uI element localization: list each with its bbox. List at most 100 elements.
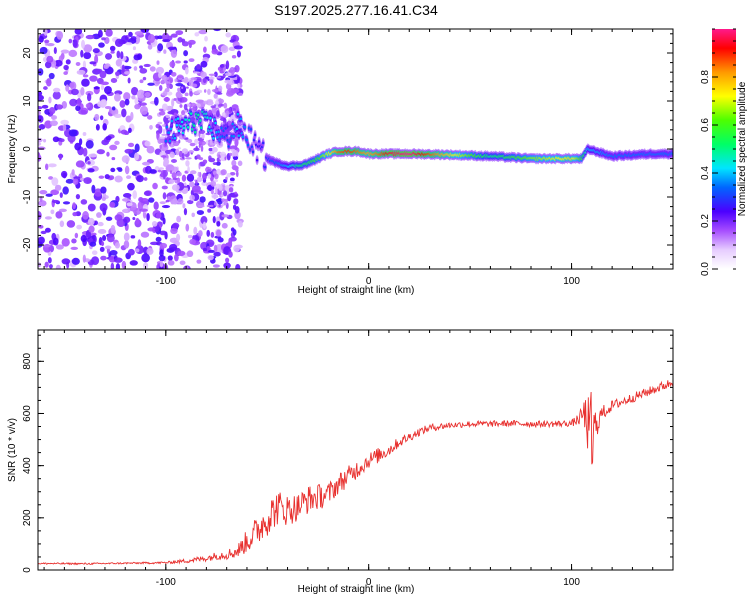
ridge-core <box>209 116 212 120</box>
noise-blob <box>121 198 130 202</box>
noise-blob <box>207 88 211 96</box>
ridge-core <box>236 112 240 116</box>
noise-blob <box>188 42 192 49</box>
noise-blob <box>59 220 65 228</box>
noise-blob <box>75 160 85 168</box>
noise-blob <box>165 114 170 118</box>
noise-blob <box>202 172 207 181</box>
noise-blob <box>206 204 212 208</box>
noise-blob <box>228 187 234 193</box>
noise-blob <box>153 201 159 210</box>
noise-blob <box>149 66 156 72</box>
noise-blob <box>169 61 176 68</box>
noise-blob <box>209 204 214 208</box>
ridge-core <box>197 113 200 117</box>
noise-blob <box>222 190 228 197</box>
noise-blob <box>125 42 133 46</box>
noise-blob <box>162 128 166 134</box>
noise-blob <box>102 235 107 242</box>
noise-blob <box>115 263 121 269</box>
noise-blob <box>213 244 218 253</box>
noise-blob <box>216 157 220 162</box>
noise-blob <box>58 153 63 161</box>
ridge-core <box>182 126 186 130</box>
noise-blob <box>159 136 166 140</box>
noise-blob <box>110 262 115 269</box>
noise-blob <box>216 76 221 79</box>
noise-blob <box>223 262 231 269</box>
noise-blob <box>149 169 157 174</box>
noise-blob <box>75 61 81 66</box>
noise-blob <box>198 162 201 170</box>
noise-blob <box>179 84 187 94</box>
noise-blob <box>65 178 74 184</box>
noise-blob <box>149 124 153 130</box>
noise-blob <box>80 234 87 243</box>
noise-blob <box>58 208 67 213</box>
noise-blob <box>157 35 164 40</box>
noise-blob <box>235 264 241 269</box>
noise-blob <box>101 37 106 41</box>
noise-blob <box>158 167 164 170</box>
noise-blob <box>121 155 130 163</box>
noise-blob <box>133 54 141 61</box>
noise-blob <box>139 65 143 69</box>
noise-blob <box>137 239 142 249</box>
noise-blob <box>159 230 167 236</box>
noise-blob <box>102 123 107 131</box>
noise-blob <box>114 140 120 146</box>
noise-blob <box>210 231 215 238</box>
noise-blob <box>115 71 120 76</box>
noise-blob <box>203 89 207 93</box>
noise-blob <box>38 124 46 130</box>
noise-blob <box>114 38 124 48</box>
noise-blob <box>207 173 212 179</box>
noise-blob <box>114 214 123 221</box>
noise-blob <box>170 33 178 38</box>
noise-blob <box>225 60 230 70</box>
noise-blob <box>212 146 218 153</box>
noise-blob <box>123 92 131 101</box>
noise-blob <box>162 192 167 200</box>
noise-blob <box>68 38 73 44</box>
ridge-core <box>251 150 255 154</box>
noise-blob <box>53 47 57 54</box>
noise-blob <box>159 249 164 257</box>
noise-blob <box>104 53 113 60</box>
noise-blob <box>136 89 146 99</box>
snr-panel: -100 0 100 0 200 400 600 800 Height of straight… <box>7 329 674 595</box>
noise-blob <box>100 241 105 247</box>
noise-blob <box>233 244 240 253</box>
noise-blob <box>187 234 193 239</box>
noise-blob <box>74 29 83 35</box>
noise-blob <box>115 59 123 67</box>
noise-blob <box>213 173 219 180</box>
colorbar: 0.0 0.2 0.4 0.6 0.8 Normalized spectral ampl… <box>700 28 748 276</box>
noise-blob <box>61 238 70 247</box>
colorbar-tick-label: 0.2 <box>700 214 711 228</box>
snr-frame <box>37 329 674 571</box>
noise-blob <box>170 49 178 58</box>
noise-blob <box>76 224 83 230</box>
spectrogram-ytick-label: 10 <box>22 95 33 107</box>
noise-blob <box>123 65 132 70</box>
noise-blob <box>196 176 203 183</box>
snr-marks <box>38 380 673 566</box>
noise-blob <box>47 163 57 168</box>
noise-blob <box>38 262 42 268</box>
noise-blob <box>99 246 105 252</box>
noise-blob <box>76 97 82 107</box>
noise-blob <box>130 111 134 121</box>
noise-blob <box>216 110 220 118</box>
colorbar-tick-label: 0.4 <box>700 166 711 180</box>
noise-blob <box>202 221 207 229</box>
noise-blob <box>55 244 64 250</box>
noise-blob <box>59 138 65 143</box>
noise-blob <box>226 172 231 178</box>
noise-blob <box>132 216 136 221</box>
noise-blob <box>121 64 125 74</box>
noise-blob <box>158 125 163 134</box>
noise-blob <box>109 45 116 52</box>
ridge-core <box>237 134 241 137</box>
snr-ytick-label: 600 <box>22 405 33 422</box>
